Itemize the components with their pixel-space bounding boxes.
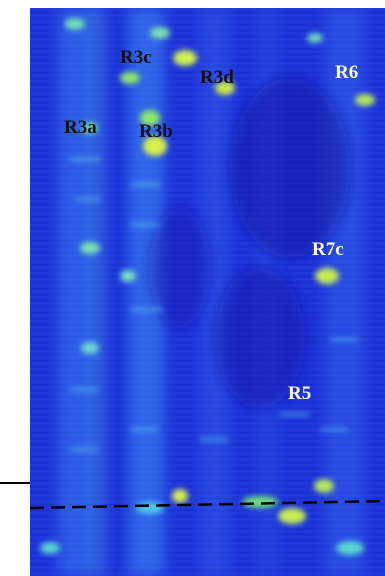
label-r3b: R3b: [139, 121, 173, 142]
gel-heatmap-image: R3a R3b R3c R3d R6 R7c R5: [30, 8, 385, 576]
band-clusters: [70, 158, 358, 451]
heatmap-svg: [30, 8, 385, 576]
label-r6: R6: [335, 62, 359, 83]
label-r3a: R3a: [64, 117, 97, 138]
label-r5: R5: [288, 383, 312, 404]
label-r3d: R3d: [200, 67, 234, 88]
label-r3c: R3c: [120, 47, 152, 68]
dark-regions: [150, 78, 350, 408]
hot-spots: [40, 18, 375, 555]
label-r7c: R7c: [312, 239, 344, 260]
reference-leader-line: [0, 482, 30, 484]
dashed-reference-line: [30, 499, 385, 510]
